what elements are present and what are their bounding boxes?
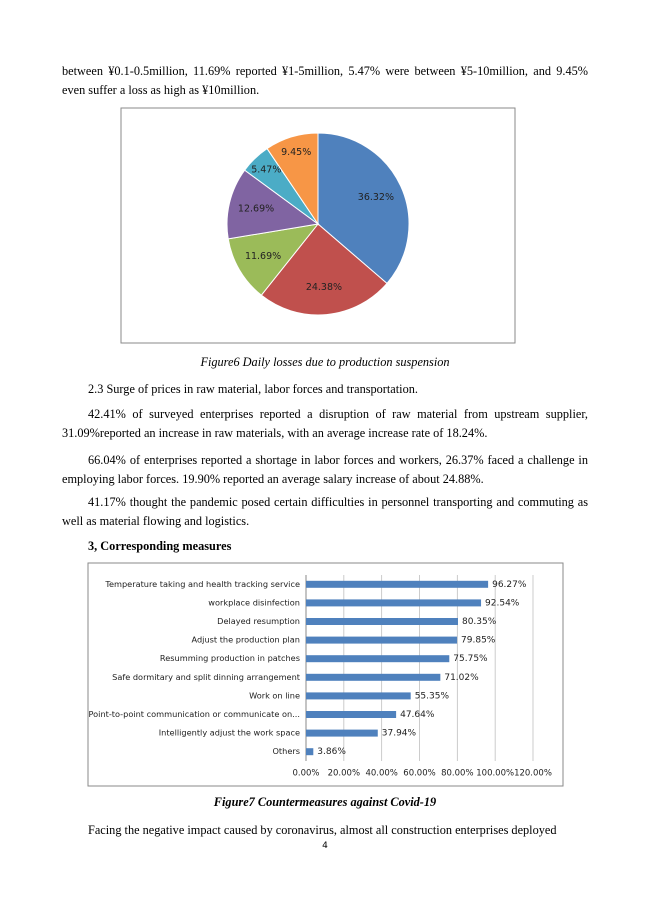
x-tick-label: 100.00% [476,769,514,779]
data-label: 55.35% [415,691,450,701]
data-label: 96.27% [492,580,527,590]
paragraph: between ¥0.1-0.5million, 11.69% reported… [62,64,588,97]
data-label: 80.35% [462,617,497,627]
y-tick-label: Resumming production in patches [160,653,300,663]
paragraph: 2.3 Surge of prices in raw material, lab… [88,382,418,396]
bar [306,655,450,663]
x-tick-label: 20.00% [328,769,360,779]
data-label: 5.47% [251,165,281,176]
y-tick-label: Safe dormitary and split dinning arrange… [112,672,301,682]
paragraph: 66.04% of enterprises reported a shortag… [62,453,588,486]
paragraph: 42.41% of surveyed enterprises reported … [62,407,588,440]
bar [306,748,314,756]
bar [306,729,378,737]
figure-caption: Figure6 Daily losses due to production s… [200,355,450,369]
y-tick-label: Delayed resumption [217,616,300,626]
bar [306,673,441,681]
data-label: 92.54% [485,598,520,608]
bar [306,636,458,644]
bar [306,599,482,607]
pie-slice [226,169,320,240]
bar [306,692,411,700]
x-tick-label: 120.00% [514,769,552,779]
y-tick-label: Others [272,746,300,756]
data-label: 9.45% [281,147,311,158]
x-tick-label: 80.00% [441,769,473,779]
y-tick-label: Temperature taking and health tracking s… [104,579,300,589]
data-label: 47.64% [400,710,435,720]
figure-caption: Figure7 Countermeasures against Covid-19 [213,795,437,809]
data-label: 71.02% [444,673,479,683]
bar [306,711,397,718]
data-label: 11.69% [245,251,281,262]
bar [306,580,489,588]
bar [306,618,458,625]
y-tick-label: Intelligently adjust the work space [159,728,300,738]
y-tick-label: Adjust the production plan [192,635,300,645]
heading: 3, Corresponding measures [88,539,232,553]
data-label: 36.32% [358,192,394,203]
pie-slice [266,132,319,226]
data-label: 3.86% [317,747,346,757]
data-label: 37.94% [382,729,417,739]
x-tick-label: 0.00% [292,769,319,779]
y-tick-label: Point-to-point communication or communic… [89,709,300,719]
pie-slice [260,223,388,316]
page-number: 4 [322,841,328,851]
x-tick-label: 40.00% [365,769,397,779]
paragraph: 41.17% thought the pandemic posed certai… [62,495,588,528]
data-label: 79.85% [461,636,496,646]
pie-slice [227,223,320,296]
data-label: 12.69% [238,204,274,215]
data-label: 24.38% [306,282,342,293]
y-tick-label: workplace disinfection [208,597,300,607]
pie-slice [317,132,410,285]
x-tick-label: 60.00% [403,769,435,779]
paragraph: Facing the negative impact caused by cor… [88,823,557,837]
data-label: 75.75% [453,654,488,664]
y-tick-label: Work on line [249,690,300,700]
